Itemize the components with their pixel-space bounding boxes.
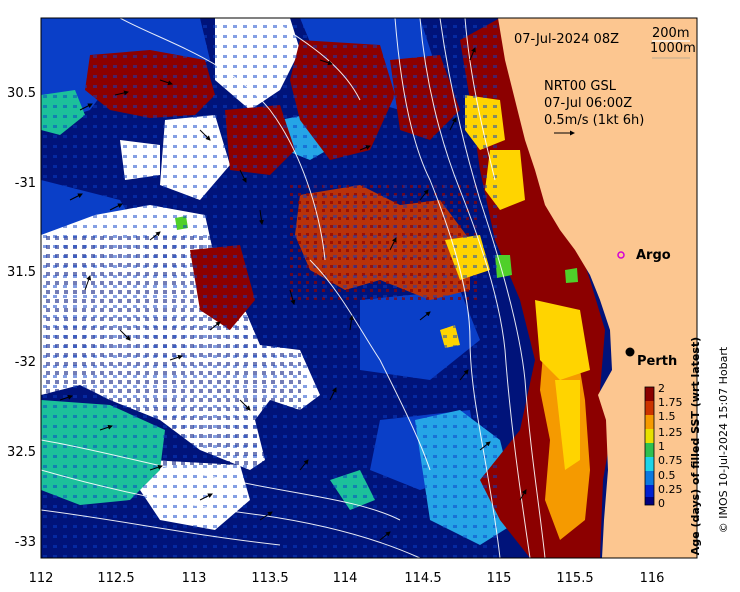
colorbar-tick-1.5: 1.5: [658, 410, 676, 423]
longitude-axis: 112 112.5 113 113.5 114 114.5 115 115.5 …: [29, 571, 665, 586]
lon-tick-115: 115: [487, 571, 512, 586]
bathymetry-contours: [41, 18, 546, 558]
colorbar-seg-8: [645, 497, 654, 505]
map-frame: [40, 17, 698, 559]
colorbar-tick-0: 0: [658, 497, 665, 510]
lon-tick-113: 113: [182, 571, 207, 586]
lat-tick-32: -32: [15, 355, 36, 370]
depth-legend-1000m: 1000m: [650, 41, 696, 56]
lat-tick-32.5: 32.5: [7, 445, 36, 460]
sst-region-yellow: [440, 95, 590, 470]
depth-legend-200m: 200m: [652, 26, 689, 41]
latitude-axis: 30.5 -31 31.5 -32 32.5 -33: [7, 86, 36, 550]
perth-marker: [625, 347, 635, 357]
lon-tick-115.5: 115.5: [556, 571, 593, 586]
colorbar-seg-2: [645, 415, 654, 429]
date-label: 07-Jul-2024 08Z: [514, 32, 619, 47]
colorbar-tick-0.75: 0.75: [658, 454, 683, 467]
lon-tick-114: 114: [333, 571, 358, 586]
colorbar-tick-0.25: 0.25: [658, 483, 683, 496]
colorbar-seg-7: [645, 485, 654, 497]
lon-tick-112: 112: [29, 571, 54, 586]
argo-label: Argo: [636, 248, 671, 263]
map-area: 07-Jul-2024 08Z 200m 1000m NRT00 GSL 07-…: [41, 18, 697, 558]
current-source: NRT00 GSL: [544, 79, 617, 94]
lon-tick-114.5: 114.5: [404, 571, 441, 586]
colorbar-seg-5: [645, 457, 654, 471]
colorbar-seg-0: [645, 387, 654, 401]
perth-label: Perth: [637, 354, 677, 369]
lat-tick-33: -33: [15, 535, 36, 550]
colorbar-tick-0.5: 0.5: [658, 469, 676, 482]
colorbar: 2 1.75 1.5 1.25 1 0.75 0.5 0.25 0 Age (d…: [644, 337, 702, 555]
lon-tick-112.5: 112.5: [97, 571, 134, 586]
colorbar-seg-4: [645, 443, 654, 457]
lon-tick-116: 116: [640, 571, 665, 586]
colorbar-frame: [644, 386, 655, 506]
lat-tick-31.5: 31.5: [7, 265, 36, 280]
current-scale: 0.5m/s (1kt 6h): [544, 113, 644, 128]
current-time: 07-Jul 06:00Z: [544, 96, 632, 111]
argo-marker: [617, 251, 625, 259]
colorbar-title: Age (days) of filled SST (wrt latest): [689, 337, 702, 555]
lat-tick-31: -31: [15, 176, 36, 191]
colorbar-tick-1: 1: [658, 440, 665, 453]
colorbar-tick-1.25: 1.25: [658, 426, 683, 439]
credit-text: © IMOS 10-Jul-2024 15:07 Hobart: [717, 346, 730, 533]
colorbar-seg-3: [645, 429, 654, 443]
colorbar-tick-2: 2: [658, 382, 665, 395]
lat-tick-30.5: 30.5: [7, 86, 36, 101]
current-vectors: [59, 47, 527, 541]
colorbar-tick-1.75: 1.75: [658, 396, 683, 409]
sst-speckle-blue: [41, 18, 501, 558]
lon-tick-113.5: 113.5: [251, 571, 288, 586]
colorbar-seg-1: [645, 401, 654, 415]
colorbar-seg-6: [645, 471, 654, 485]
